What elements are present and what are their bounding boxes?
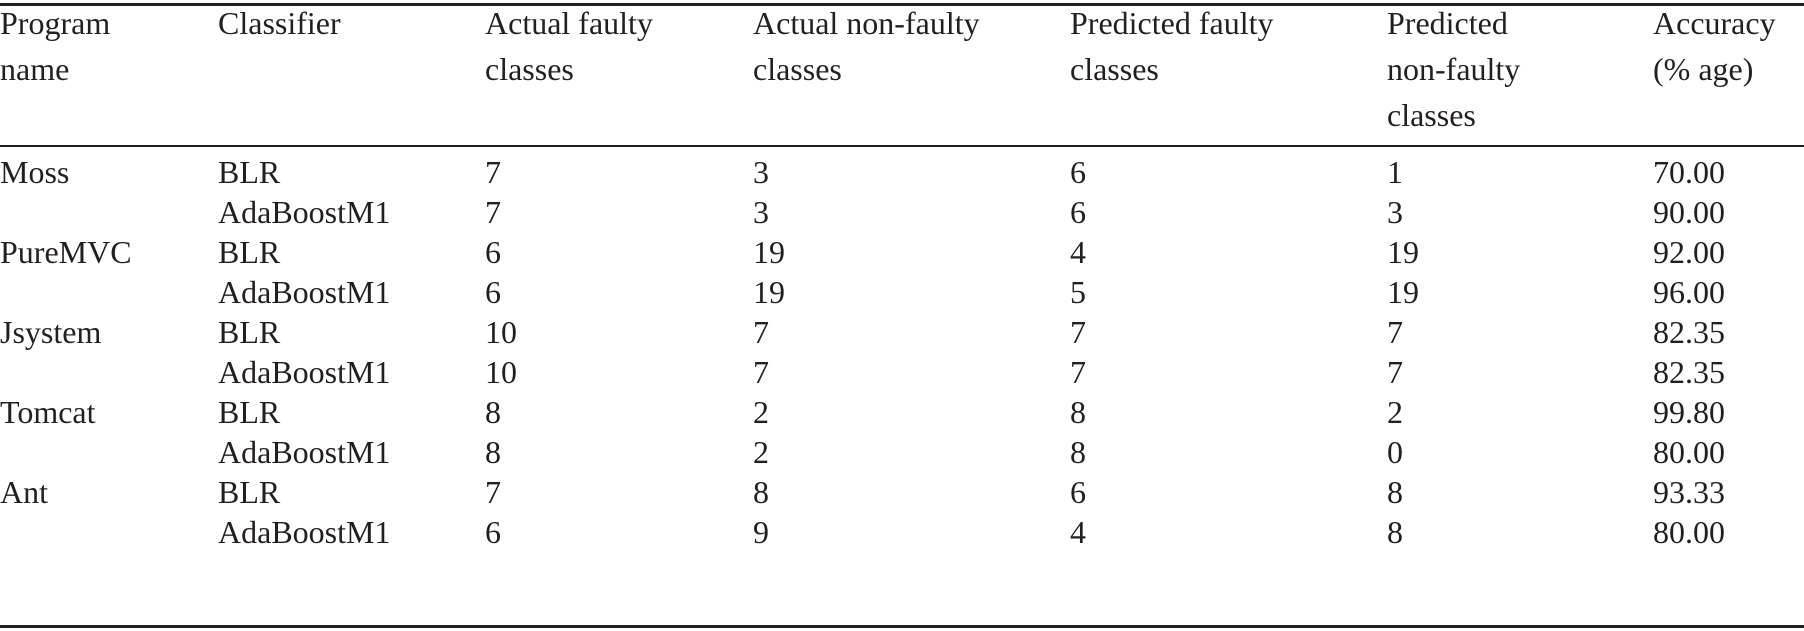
top-rule — [0, 3, 1804, 6]
predicted-faulty-cell: 8 — [1070, 394, 1086, 430]
predicted-non-faulty-cell: 19 — [1387, 234, 1419, 270]
classifier-cell: AdaBoostM1 — [218, 194, 391, 230]
bottom-rule — [0, 625, 1804, 628]
program-name-cell: PureMVC — [0, 234, 132, 270]
actual-non-faulty-cell: 9 — [753, 514, 769, 550]
program-name-cell — [0, 192, 218, 232]
table-row: PureMVC BLR 6 19 4 19 92.00 — [0, 232, 1804, 272]
classifier-cell: AdaBoostM1 — [218, 354, 391, 390]
predicted-faulty-cell: 7 — [1070, 354, 1086, 390]
predicted-non-faulty-cell: 7 — [1387, 314, 1403, 350]
predicted-faulty-cell: 8 — [1070, 434, 1086, 470]
actual-faulty-cell: 7 — [485, 474, 501, 510]
classifier-cell: BLR — [218, 154, 281, 190]
actual-faulty-cell: 6 — [485, 234, 501, 270]
accuracy-cell: 82.35 — [1653, 314, 1725, 350]
header-accuracy: Accuracy (% age) — [1653, 5, 1776, 87]
program-name-cell: Ant — [0, 474, 48, 510]
predicted-non-faulty-cell: 8 — [1387, 514, 1403, 550]
table-row: Tomcat BLR 8 2 8 2 99.80 — [0, 392, 1804, 432]
table-row: AdaBoostM1 6 19 5 19 96.00 — [0, 272, 1804, 312]
classifier-cell: AdaBoostM1 — [218, 514, 391, 550]
predicted-faulty-cell: 7 — [1070, 314, 1086, 350]
header-actual-non-faulty: Actual non-faulty classes — [753, 5, 980, 87]
program-name-cell — [0, 272, 218, 312]
actual-non-faulty-cell: 2 — [753, 394, 769, 430]
predicted-non-faulty-cell: 8 — [1387, 474, 1403, 510]
classifier-cell: BLR — [218, 234, 281, 270]
accuracy-cell: 99.80 — [1653, 394, 1725, 430]
classifier-cell: AdaBoostM1 — [218, 434, 391, 470]
actual-non-faulty-cell: 3 — [753, 194, 769, 230]
actual-faulty-cell: 7 — [485, 194, 501, 230]
accuracy-cell: 96.00 — [1653, 274, 1725, 310]
actual-non-faulty-cell: 2 — [753, 434, 769, 470]
program-name-cell: Moss — [0, 154, 70, 190]
actual-non-faulty-cell: 7 — [753, 314, 769, 350]
predicted-non-faulty-cell: 7 — [1387, 354, 1403, 390]
program-name-cell — [0, 432, 218, 472]
actual-faulty-cell: 8 — [485, 434, 501, 470]
table-row: AdaBoostM1 8 2 8 0 80.00 — [0, 432, 1804, 472]
table-row: Moss BLR 7 3 6 1 70.00 — [0, 138, 1804, 192]
actual-non-faulty-cell: 3 — [753, 154, 769, 190]
predicted-non-faulty-cell: 2 — [1387, 394, 1403, 430]
program-name-cell — [0, 512, 218, 552]
actual-faulty-cell: 10 — [485, 314, 517, 350]
accuracy-cell: 90.00 — [1653, 194, 1725, 230]
predicted-non-faulty-cell: 1 — [1387, 154, 1403, 190]
predicted-faulty-cell: 6 — [1070, 154, 1086, 190]
table-row: Ant BLR 7 8 6 8 93.33 — [0, 472, 1804, 512]
actual-faulty-cell: 6 — [485, 514, 501, 550]
actual-faulty-cell: 6 — [485, 274, 501, 310]
classifier-cell: BLR — [218, 394, 281, 430]
actual-non-faulty-cell: 7 — [753, 354, 769, 390]
data-table: Program name Classifier Actual faulty cl… — [0, 0, 1804, 552]
table-row: AdaBoostM1 7 3 6 3 90.00 — [0, 192, 1804, 232]
accuracy-cell: 70.00 — [1653, 154, 1725, 190]
actual-faulty-cell: 7 — [485, 154, 501, 190]
predicted-faulty-cell: 6 — [1070, 194, 1086, 230]
program-name-cell: Jsystem — [0, 314, 102, 350]
accuracy-cell: 93.33 — [1653, 474, 1725, 510]
actual-non-faulty-cell: 8 — [753, 474, 769, 510]
classifier-cell: BLR — [218, 474, 281, 510]
header-actual-faulty: Actual faulty classes — [485, 5, 653, 87]
actual-faulty-cell: 8 — [485, 394, 501, 430]
accuracy-cell: 80.00 — [1653, 514, 1725, 550]
predicted-faulty-cell: 4 — [1070, 234, 1086, 270]
predicted-non-faulty-cell: 19 — [1387, 274, 1419, 310]
program-name-cell: Tomcat — [0, 394, 96, 430]
header-predicted-faulty: Predicted faulty classes — [1070, 5, 1274, 87]
actual-non-faulty-cell: 19 — [753, 274, 785, 310]
table-row: AdaBoostM1 6 9 4 8 80.00 — [0, 512, 1804, 552]
classifier-cell: BLR — [218, 314, 281, 350]
header-rule — [0, 145, 1804, 147]
predicted-non-faulty-cell: 3 — [1387, 194, 1403, 230]
table-row: AdaBoostM1 10 7 7 7 82.35 — [0, 352, 1804, 392]
program-name-cell — [0, 352, 218, 392]
header-predicted-non-faulty: Predicted non-faulty classes — [1387, 5, 1521, 133]
header-classifier: Classifier — [218, 5, 341, 41]
accuracy-cell: 80.00 — [1653, 434, 1725, 470]
table-header: Program name Classifier Actual faulty cl… — [0, 0, 1804, 138]
table-body: Moss BLR 7 3 6 1 70.00 AdaBoostM1 7 3 6 3 90.00 PureM… — [0, 138, 1804, 552]
header-program-name: Program name — [0, 5, 111, 87]
table-row: Jsystem BLR 10 7 7 7 82.35 — [0, 312, 1804, 352]
actual-non-faulty-cell: 19 — [753, 234, 785, 270]
accuracy-cell: 92.00 — [1653, 234, 1725, 270]
accuracy-cell: 82.35 — [1653, 354, 1725, 390]
header-row: Program name Classifier Actual faulty cl… — [0, 0, 1804, 138]
predicted-faulty-cell: 6 — [1070, 474, 1086, 510]
classifier-cell: AdaBoostM1 — [218, 274, 391, 310]
predicted-non-faulty-cell: 0 — [1387, 434, 1403, 470]
predicted-faulty-cell: 5 — [1070, 274, 1086, 310]
actual-faulty-cell: 10 — [485, 354, 517, 390]
predicted-faulty-cell: 4 — [1070, 514, 1086, 550]
